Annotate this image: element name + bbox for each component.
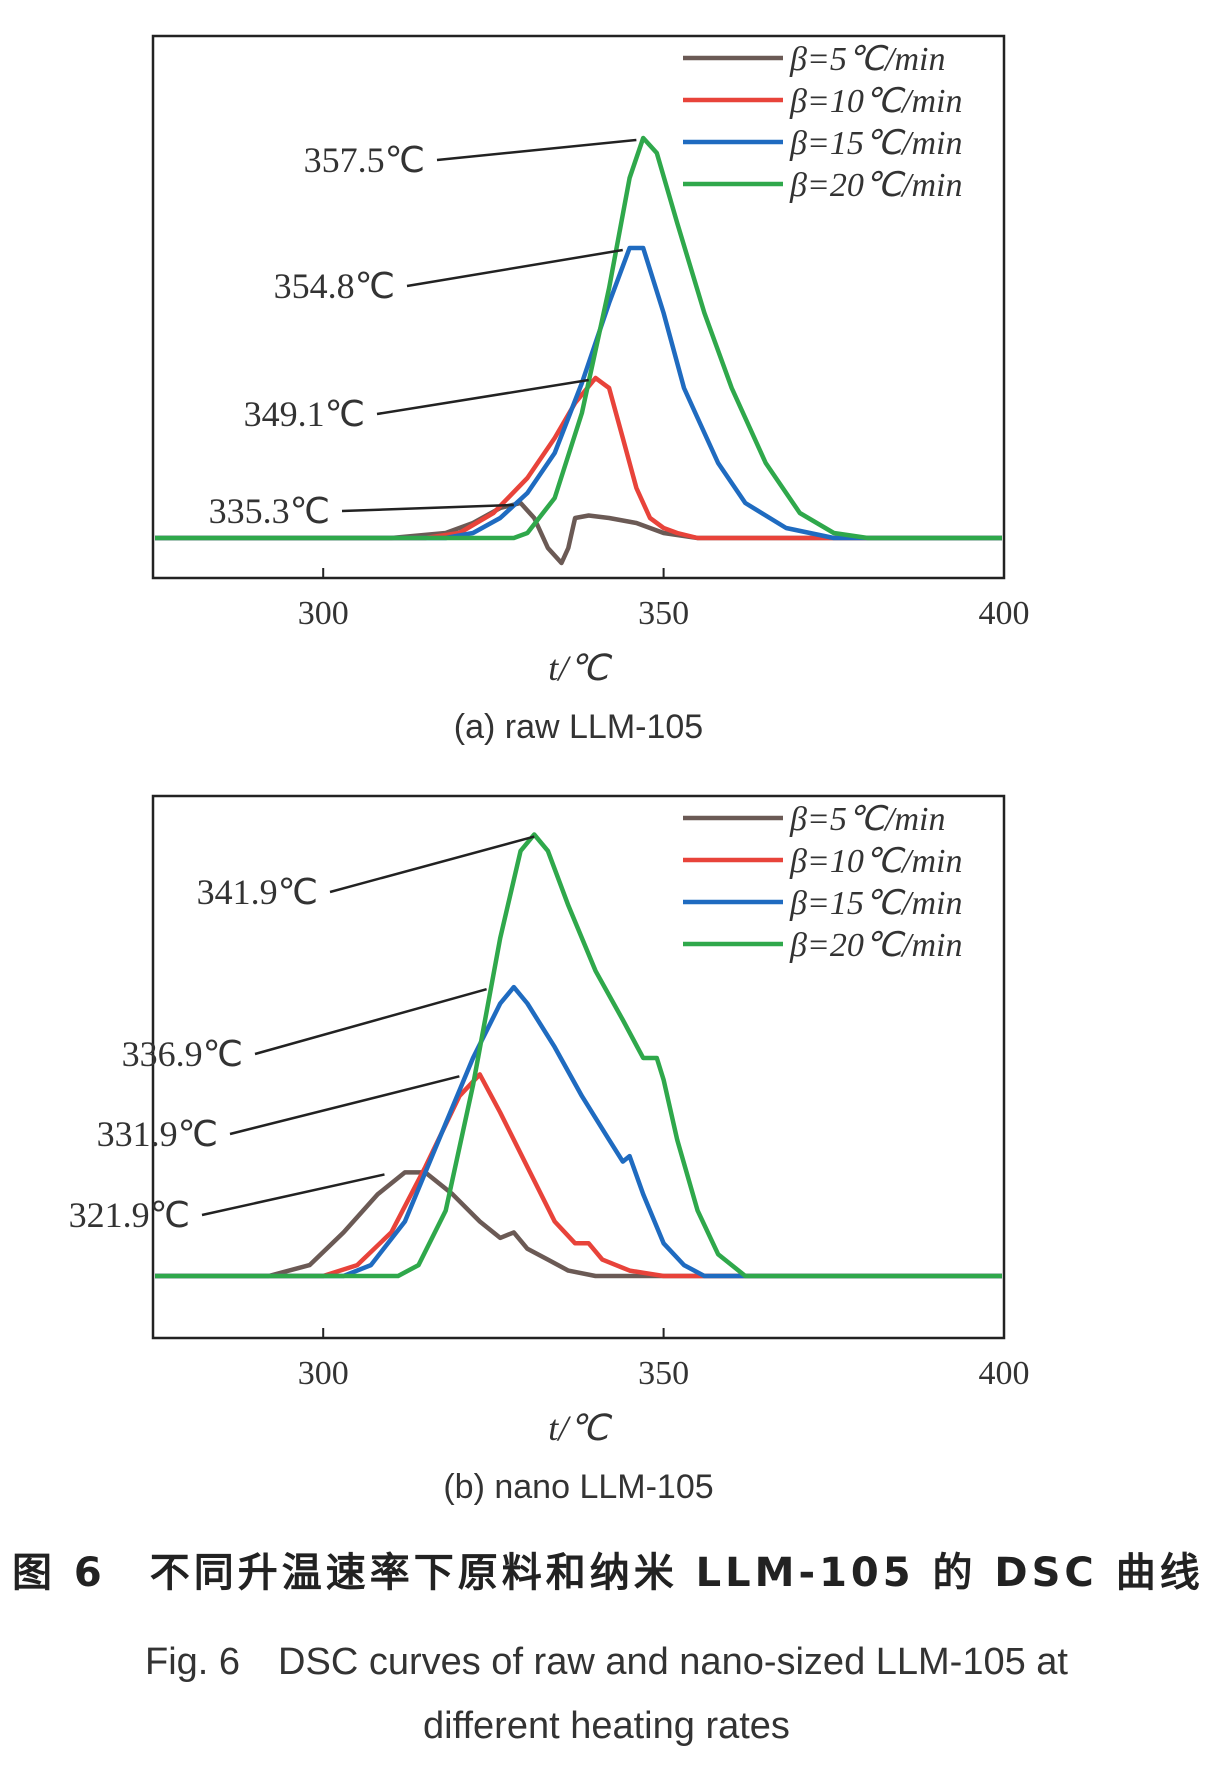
plot-frame (151, 794, 1006, 1340)
dsc-chart-raw: 300 350 400 t/℃ (a) raw LLM-105 β=5℃/min β=10℃… (151, 34, 1030, 746)
peak-annotation-label: 354.8℃ (274, 266, 395, 306)
legend-label-3: β=15℃/min (789, 125, 963, 162)
peak-annotation-label: 336.9℃ (122, 1034, 243, 1074)
chart-panel-a: 300 350 400 t/℃ (a) raw LLM-105 β=5℃/min β=10℃… (0, 0, 1213, 760)
x-axis-label: t/℃ (548, 648, 612, 688)
peak-annotation-label: 349.1℃ (244, 394, 365, 434)
chart-subtitle: (a) raw LLM-105 (454, 708, 703, 746)
peak-annotation-label: 331.9℃ (97, 1114, 218, 1154)
peak-annotation-leader (341, 503, 514, 513)
series-line-4 (155, 832, 1002, 1279)
x-tick-label: 350 (638, 1355, 689, 1392)
chart-subtitle: (b) nano LLM-105 (443, 1468, 713, 1506)
x-tick-label: 300 (298, 595, 349, 632)
x-tick-label: 300 (298, 1355, 349, 1392)
x-tick-label: 400 (979, 1355, 1030, 1392)
peak-annotation-label: 357.5℃ (304, 140, 425, 180)
legend-label-2: β=10℃/min (789, 843, 963, 880)
peak-annotation-leader (376, 378, 589, 416)
x-tick-label: 350 (638, 595, 689, 632)
x-axis-label: t/℃ (548, 1408, 612, 1448)
peak-annotation-label: 341.9℃ (197, 872, 318, 912)
peak-annotation-label: 321.9℃ (69, 1195, 190, 1235)
peak-annotation-leader (436, 138, 637, 162)
series-line-1 (155, 1170, 1002, 1279)
legend-label-2: β=10℃/min (789, 83, 963, 120)
series-line-2 (155, 375, 1002, 541)
series-line-3 (155, 984, 1002, 1279)
series-line-3 (155, 245, 1002, 541)
legend-label-4: β=20℃/min (789, 167, 963, 204)
figure-caption-english-line-1: Fig. 6 DSC curves of raw and nano-sized … (145, 1641, 1068, 1683)
figure-caption-english-line-2: different heating rates (423, 1705, 790, 1747)
series-line-4 (155, 135, 1002, 541)
legend-label-1: β=5℃/min (789, 41, 946, 78)
series-line-1 (155, 500, 1002, 566)
x-tick-label: 400 (979, 595, 1030, 632)
legend-label-4: β=20℃/min (789, 927, 963, 964)
chart-panel-b: 300 350 400 t/℃ (b) nano LLM-105 β=5℃/min β=10… (0, 760, 1213, 1520)
legend-label-3: β=15℃/min (789, 885, 963, 922)
peak-annotation-label: 335.3℃ (209, 491, 330, 531)
peak-annotation-leader (329, 835, 535, 894)
peak-annotation-leader (201, 1173, 385, 1217)
series-line-2 (155, 1072, 1002, 1279)
peak-annotation-leader (406, 248, 623, 288)
figure-caption-chinese: 图 6 不同升温速率下原料和纳米 LLM-105 的 DSC 曲线 (12, 1550, 1204, 1596)
plot-frame (151, 34, 1006, 580)
dsc-chart-nano: 300 350 400 t/℃ (b) nano LLM-105 β=5℃/min β=10… (69, 794, 1030, 1506)
peak-annotation-leader (254, 987, 487, 1056)
legend-label-1: β=5℃/min (789, 801, 946, 838)
peak-annotation-leader (229, 1075, 460, 1136)
